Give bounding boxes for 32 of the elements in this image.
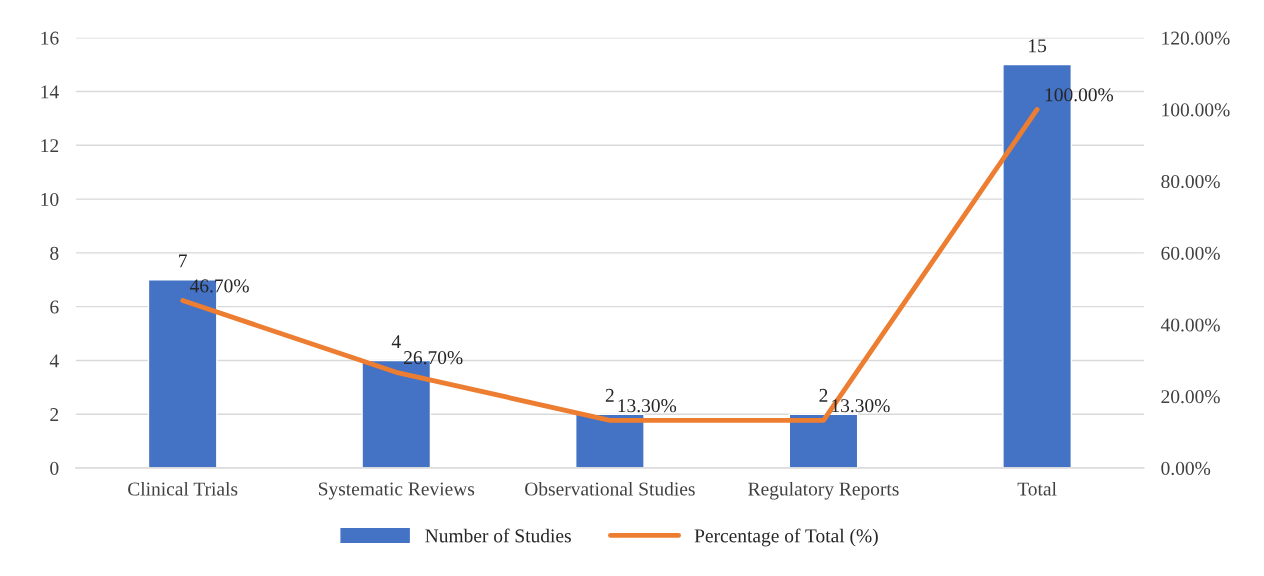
y-tick-label: 16 xyxy=(41,31,59,45)
legend-label: Percentage of Total (%) xyxy=(694,528,878,547)
data-label: 4 xyxy=(391,335,401,348)
bar xyxy=(788,413,859,468)
data-label: 7 xyxy=(179,254,187,268)
y2-tick-label: 120.00% xyxy=(1162,31,1230,45)
y2-tick-label: 80.00% xyxy=(1161,174,1220,189)
x-tick-label: Regulatory Reports xyxy=(748,481,899,500)
data-label: 13.30% xyxy=(618,399,677,413)
y-tick-label: 12 xyxy=(41,139,59,153)
x-tick-label: Total xyxy=(1017,481,1057,496)
data-label: 26.70% xyxy=(404,351,463,365)
y-tick-label: 0 xyxy=(50,461,59,475)
data-label: 2 xyxy=(605,388,614,402)
y2-tick-label: 0.00% xyxy=(1161,461,1211,476)
line-series xyxy=(180,107,1040,423)
y-tick-label: 10 xyxy=(41,192,59,207)
y-tick-label: 8 xyxy=(50,246,59,260)
x-tick-label: Systematic Reviews xyxy=(318,482,475,500)
y-tick-label: 14 xyxy=(41,85,59,99)
y2-tick-label: 100.00% xyxy=(1162,103,1230,117)
y2-tick-label: 20.00% xyxy=(1161,390,1220,404)
y-tick-label: 2 xyxy=(50,408,59,421)
y-tick-label: 4 xyxy=(49,354,59,368)
y-tick-label: 6 xyxy=(50,300,59,314)
x-tick-label: Observational Studies xyxy=(525,481,695,496)
y2-tick-label: 60.00% xyxy=(1161,246,1220,260)
legend-label: Number of Studies xyxy=(425,528,571,543)
data-label: 2 xyxy=(819,388,828,402)
x-tick-label: Clinical Trials xyxy=(128,481,238,496)
data-label: 15 xyxy=(1029,39,1047,53)
y2-tick-label: 40.00% xyxy=(1160,318,1220,332)
